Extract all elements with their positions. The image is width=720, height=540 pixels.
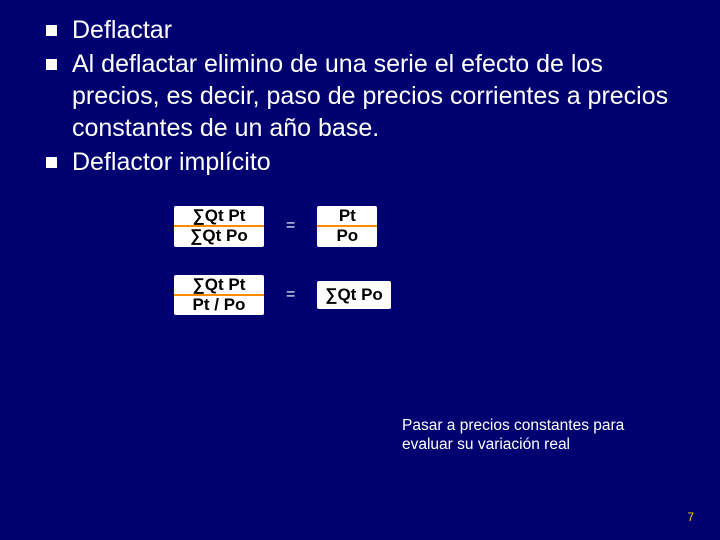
numerator: ∑Qt Pt [174, 207, 264, 227]
denominator: Pt / Po [174, 296, 264, 314]
formula-area: ∑Qt Pt ∑Qt Po = Pt Po ∑Qt Pt Pt / Po = ∑… [174, 206, 680, 315]
formula-caption: Pasar a precios constantes para evaluar … [402, 416, 672, 455]
slide-content: Deflactar Al deflactar elimino de una se… [0, 0, 720, 315]
bullet-item: Deflactar [44, 14, 680, 46]
denominator: Po [317, 227, 377, 245]
page-number: 7 [687, 510, 694, 524]
bullet-item: Deflactor implícito [44, 146, 680, 178]
bullet-list: Deflactar Al deflactar elimino de una se… [44, 14, 680, 178]
fraction-left-1: ∑Qt Pt ∑Qt Po [174, 206, 264, 247]
denominator: ∑Qt Po [174, 227, 264, 245]
equals-sign: = [286, 217, 295, 235]
bullet-item: Al deflactar elimino de una serie el efe… [44, 48, 680, 144]
fraction-left-2: ∑Qt Pt Pt / Po [174, 275, 264, 316]
numerator: Pt [317, 207, 377, 227]
formula-row-2: ∑Qt Pt Pt / Po = ∑Qt Po [174, 275, 680, 316]
numerator: ∑Qt Pt [174, 276, 264, 296]
equals-sign: = [286, 286, 295, 304]
formula-row-1: ∑Qt Pt ∑Qt Po = Pt Po [174, 206, 680, 247]
fraction-right-1: Pt Po [317, 206, 377, 247]
expression-right-2: ∑Qt Po [317, 281, 390, 309]
